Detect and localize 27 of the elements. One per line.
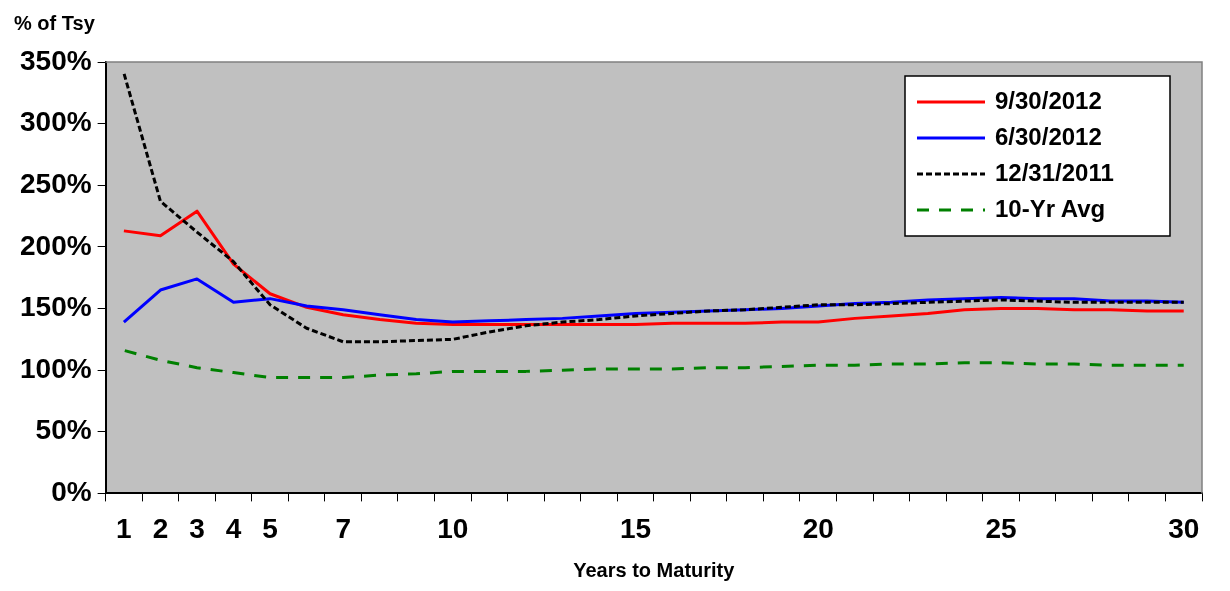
x-tick-label: 10	[437, 512, 469, 544]
y-tick-label: 0%	[51, 476, 92, 508]
y-tick-label: 100%	[19, 352, 92, 384]
x-tick-label: 30	[1168, 512, 1200, 544]
line-series	[122, 348, 1186, 380]
x-tick-label: 20	[802, 512, 834, 544]
y-tick-label: 300%	[19, 106, 92, 138]
y-tick-label: 250%	[19, 167, 92, 199]
x-tick-label: 1	[116, 512, 132, 544]
y-axis-title: % of Tsy	[14, 11, 96, 34]
x-tick-label: 3	[189, 512, 205, 544]
x-tick-label: 15	[619, 512, 652, 544]
legend-label: 6/30/2012	[995, 122, 1102, 150]
y-tick-label: 200%	[19, 229, 92, 261]
x-tick-label: 7	[335, 512, 351, 544]
y-tick-label: 150%	[19, 291, 92, 323]
line-series	[122, 71, 1186, 344]
y-tick-label: 50%	[35, 414, 92, 446]
legend-label: 9/30/2012	[995, 86, 1102, 114]
x-tick-label: 4	[225, 512, 242, 544]
x-tick-label: 2	[152, 512, 169, 544]
x-axis-title: Years to Maturity	[573, 558, 736, 581]
y-tick-label: 350%	[19, 44, 92, 76]
legend-label: 10-Yr Avg	[995, 194, 1106, 222]
x-tick-label: 5	[262, 512, 278, 544]
x-tick-label: 25	[985, 512, 1017, 544]
legend-label: 12/31/2011	[995, 158, 1114, 186]
